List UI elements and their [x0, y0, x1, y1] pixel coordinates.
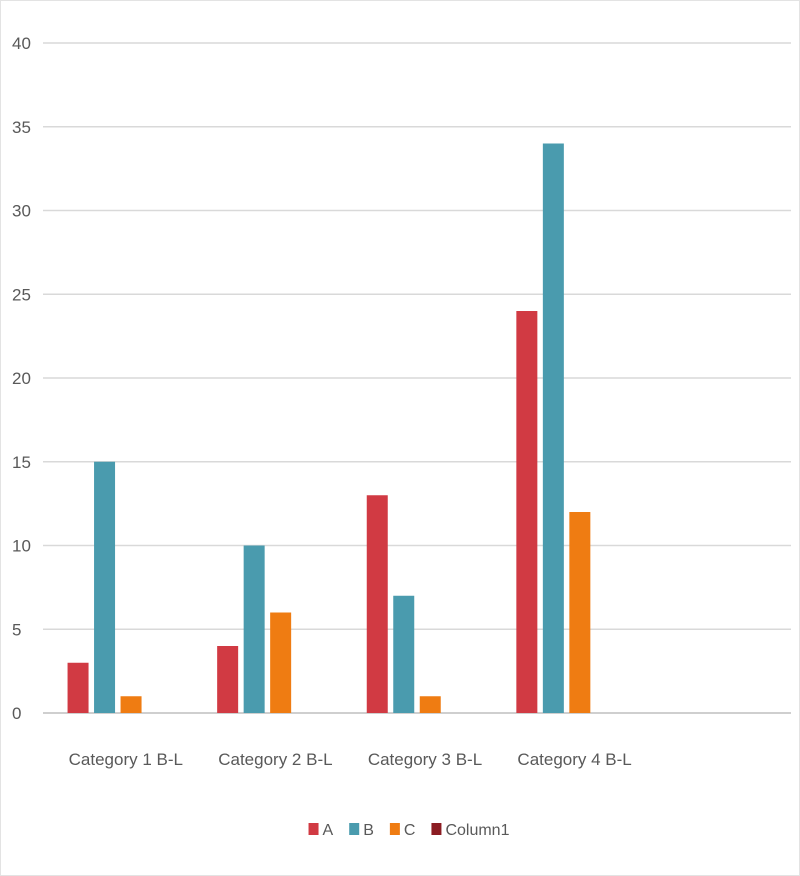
- legend-swatch-column1: [431, 823, 442, 835]
- x-tick-label: Category 3 B-L: [368, 750, 482, 769]
- bar-b-4: [542, 143, 564, 713]
- y-tick-label: 20: [12, 369, 31, 388]
- legend-label-b: B: [363, 822, 374, 839]
- bar-a-3: [366, 495, 388, 713]
- y-tick-label: 0: [12, 704, 21, 723]
- bar-a-2: [217, 646, 239, 713]
- legend: A B C Column1: [308, 822, 510, 839]
- x-tick-label: Category 2 B-L: [218, 750, 332, 769]
- bar-b-3: [393, 595, 415, 713]
- y-tick-label: 25: [12, 285, 31, 304]
- legend-swatch-b: [349, 823, 360, 835]
- gridlines: [43, 42, 791, 714]
- y-tick-label: 10: [12, 537, 31, 556]
- bars: [67, 143, 591, 713]
- bar-c-3: [419, 696, 441, 713]
- bar-a-1: [67, 662, 89, 713]
- legend-label-column1: Column1: [445, 822, 509, 839]
- y-tick-label: 40: [12, 34, 31, 53]
- legend-label-a: A: [323, 822, 334, 839]
- y-tick-label: 15: [12, 453, 31, 472]
- legend-swatch-a: [308, 823, 319, 835]
- y-tick-label: 30: [12, 202, 31, 221]
- legend-label-c: C: [404, 822, 416, 839]
- bar-b-2: [243, 545, 265, 713]
- y-tick-label: 5: [12, 620, 21, 639]
- y-tick-label: 35: [12, 118, 31, 137]
- x-tick-label: Category 4 B-L: [517, 750, 631, 769]
- bar-c-4: [569, 512, 591, 713]
- bar-c-1: [120, 696, 142, 713]
- bar-b-1: [94, 461, 116, 713]
- bar-c-2: [270, 612, 292, 713]
- legend-swatch-c: [389, 823, 400, 835]
- axis: 0 5 10 15 20 25 30 35 40 Category 1 B-L Category 2…: [12, 34, 632, 769]
- x-tick-label: Category 1 B-L: [69, 750, 183, 769]
- bar-a-4: [516, 311, 538, 713]
